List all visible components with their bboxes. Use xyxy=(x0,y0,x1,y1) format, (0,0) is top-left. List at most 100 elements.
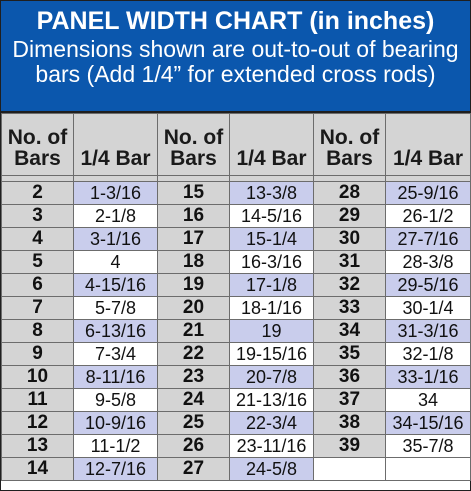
panel-width-cell: 19 xyxy=(229,319,314,343)
panel-width-cell: 10-9/16 xyxy=(73,411,158,435)
panel-width-cell: 34 xyxy=(385,388,471,412)
panel-width-cell: 9-5/8 xyxy=(73,388,158,412)
bars-count-cell: 35 xyxy=(313,342,386,366)
panel-width-cell: 13-3/8 xyxy=(229,181,314,205)
table-row: 3 2-1/8 16 14-5/16 29 26-1/2 xyxy=(1,204,471,228)
bars-header-line2: Bars xyxy=(326,147,373,170)
bars-header-3: No. of Bars xyxy=(313,113,386,176)
bars-header-line2: Bars xyxy=(170,147,217,170)
bars-count-cell: 17 xyxy=(157,227,230,251)
panel-width-cell: 29-5/16 xyxy=(385,273,471,297)
panel-width-cell: 18-1/16 xyxy=(229,296,314,320)
bars-header-line2: Bars xyxy=(14,147,61,170)
bars-count-cell: 10 xyxy=(1,365,74,389)
bars-count-cell: 25 xyxy=(157,411,230,435)
bars-count-cell: 21 xyxy=(157,319,230,343)
table-body: 2 1-3/16 15 13-3/8 28 25-9/16 3 2-1/8 16 14-5/16 2… xyxy=(1,181,471,481)
panel-width-table: No. of Bars 1/4 Bar No. of Bars 1/4 Bar No… xyxy=(1,113,471,481)
size-header-1: 1/4 Bar xyxy=(73,113,158,176)
empty-cell xyxy=(313,457,386,481)
panel-width-cell: 33-1/16 xyxy=(385,365,471,389)
panel-width-cell: 20-7/8 xyxy=(229,365,314,389)
bars-count-cell: 26 xyxy=(157,434,230,458)
bars-header-line1: No. of xyxy=(7,126,68,149)
bars-count-cell: 24 xyxy=(157,388,230,412)
bars-header-2: No. of Bars xyxy=(157,113,230,176)
panel-width-cell: 23-11/16 xyxy=(229,434,314,458)
bars-count-cell: 38 xyxy=(313,411,386,435)
bars-count-cell: 39 xyxy=(313,434,386,458)
panel-width-cell: 27-7/16 xyxy=(385,227,471,251)
bars-count-cell: 30 xyxy=(313,227,386,251)
bars-count-cell: 16 xyxy=(157,204,230,228)
table-row: 6 4-15/16 19 17-1/8 32 29-5/16 xyxy=(1,273,471,297)
bars-count-cell: 23 xyxy=(157,365,230,389)
panel-width-cell: 31-3/16 xyxy=(385,319,471,343)
panel-width-cell: 26-1/2 xyxy=(385,204,471,228)
bars-count-cell: 18 xyxy=(157,250,230,274)
panel-width-cell: 14-5/16 xyxy=(229,204,314,228)
table-row: 5 4 18 16-3/16 31 28-3/8 xyxy=(1,250,471,274)
bars-count-cell: 11 xyxy=(1,388,74,412)
panel-width-cell: 17-1/8 xyxy=(229,273,314,297)
bars-count-cell: 8 xyxy=(1,319,74,343)
bars-count-cell: 27 xyxy=(157,457,230,481)
panel-width-cell: 35-7/8 xyxy=(385,434,471,458)
table-row: 11 9-5/8 24 21-13/16 37 34 xyxy=(1,388,471,412)
panel-width-cell: 21-13/16 xyxy=(229,388,314,412)
panel-width-cell: 1-3/16 xyxy=(73,181,158,205)
chart-title: PANEL WIDTH CHART (in inches) xyxy=(36,7,435,35)
panel-width-cell: 2-1/8 xyxy=(73,204,158,228)
size-header-3: 1/4 Bar xyxy=(385,113,471,176)
table-row: 2 1-3/16 15 13-3/8 28 25-9/16 xyxy=(1,181,471,205)
panel-width-cell: 5-7/8 xyxy=(73,296,158,320)
header-row: No. of Bars 1/4 Bar No. of Bars 1/4 Bar No… xyxy=(1,113,471,176)
bars-count-cell: 14 xyxy=(1,457,74,481)
bars-header-line1: No. of xyxy=(163,126,224,149)
table-row: 13 11-1/2 26 23-11/16 39 35-7/8 xyxy=(1,434,471,458)
table-row: 9 7-3/4 22 19-15/16 35 32-1/8 xyxy=(1,342,471,366)
panel-width-cell: 24-5/8 xyxy=(229,457,314,481)
panel-width-cell: 6-13/16 xyxy=(73,319,158,343)
size-header-2: 1/4 Bar xyxy=(229,113,314,176)
panel-width-cell: 15-1/4 xyxy=(229,227,314,251)
panel-width-cell: 30-1/4 xyxy=(385,296,471,320)
bars-count-cell: 12 xyxy=(1,411,74,435)
bars-count-cell: 33 xyxy=(313,296,386,320)
panel-width-cell: 28-3/8 xyxy=(385,250,471,274)
panel-width-cell: 19-15/16 xyxy=(229,342,314,366)
table-row: 4 3-1/16 17 15-1/4 30 27-7/16 xyxy=(1,227,471,251)
table-row: 8 6-13/16 21 19 34 31-3/16 xyxy=(1,319,471,343)
bars-count-cell: 9 xyxy=(1,342,74,366)
bars-count-cell: 19 xyxy=(157,273,230,297)
bars-header-line1: No. of xyxy=(319,126,380,149)
panel-width-cell: 3-1/16 xyxy=(73,227,158,251)
panel-width-cell: 25-9/16 xyxy=(385,181,471,205)
bars-count-cell: 3 xyxy=(1,204,74,228)
panel-width-cell: 8-11/16 xyxy=(73,365,158,389)
panel-width-cell: 7-3/4 xyxy=(73,342,158,366)
bars-count-cell: 4 xyxy=(1,227,74,251)
bars-count-cell: 28 xyxy=(313,181,386,205)
empty-cell xyxy=(385,457,471,481)
bars-count-cell: 5 xyxy=(1,250,74,274)
table-row: 12 10-9/16 25 22-3/4 38 34-15/16 xyxy=(1,411,471,435)
bars-count-cell: 2 xyxy=(1,181,74,205)
bars-count-cell: 36 xyxy=(313,365,386,389)
panel-width-cell: 12-7/16 xyxy=(73,457,158,481)
table-row: 10 8-11/16 23 20-7/8 36 33-1/16 xyxy=(1,365,471,389)
bars-count-cell: 15 xyxy=(157,181,230,205)
panel-width-cell: 4-15/16 xyxy=(73,273,158,297)
table-row: 7 5-7/8 20 18-1/16 33 30-1/4 xyxy=(1,296,471,320)
bars-count-cell: 20 xyxy=(157,296,230,320)
panel-width-cell: 34-15/16 xyxy=(385,411,471,435)
panel-width-cell: 16-3/16 xyxy=(229,250,314,274)
bars-count-cell: 29 xyxy=(313,204,386,228)
bars-count-cell: 13 xyxy=(1,434,74,458)
table-row: 14 12-7/16 27 24-5/8 xyxy=(1,457,471,481)
panel-width-cell: 11-1/2 xyxy=(73,434,158,458)
panel-width-cell: 22-3/4 xyxy=(229,411,314,435)
bars-count-cell: 32 xyxy=(313,273,386,297)
panel-width-cell: 32-1/8 xyxy=(385,342,471,366)
chart-subtitle: Dimensions shown are out-to-out of beari… xyxy=(12,36,459,87)
